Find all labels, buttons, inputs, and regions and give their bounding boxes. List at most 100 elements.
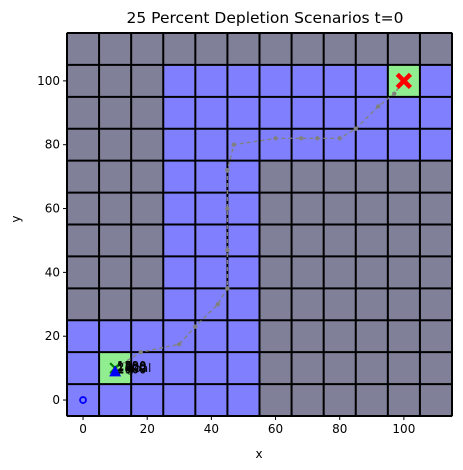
grid-cell <box>131 96 164 129</box>
grid-cell <box>419 96 452 129</box>
grid-cell <box>323 64 356 97</box>
grid-cell <box>323 320 356 353</box>
x-tick-label: 0 <box>79 422 87 436</box>
grid-cell <box>355 224 388 257</box>
grid-cell <box>419 224 452 257</box>
grid-cell <box>419 352 452 385</box>
grid-cell <box>355 128 388 161</box>
x-tick-label: 20 <box>140 422 155 436</box>
path-point <box>376 104 381 109</box>
route-path <box>112 78 407 371</box>
grid-cell <box>419 288 452 321</box>
grid-cell <box>67 192 100 225</box>
chart-title: 25 Percent Depletion Scenarios t=0 <box>127 9 404 27</box>
grid-cell <box>163 224 196 257</box>
grid-cell <box>387 320 420 353</box>
grid-cell <box>99 224 132 257</box>
path-point <box>138 349 143 355</box>
grid-cell <box>99 33 132 65</box>
grid-cell <box>99 128 132 161</box>
grid-cell <box>291 192 324 225</box>
path-point <box>273 136 278 141</box>
grid-cell <box>67 288 100 321</box>
grid-cell <box>163 256 196 289</box>
grid-cell <box>67 384 100 416</box>
grid-cell <box>163 384 196 416</box>
grid-cell <box>323 352 356 385</box>
grid-cell <box>131 288 164 321</box>
grid-cell <box>163 352 196 385</box>
grid-cell <box>99 64 132 97</box>
grid-cell <box>259 64 292 97</box>
grid-cell <box>291 96 324 129</box>
grid-cell <box>259 160 292 193</box>
path-point <box>315 136 320 141</box>
grid-cell <box>419 192 452 225</box>
grid-cell <box>163 128 196 161</box>
grid-cell <box>227 352 260 385</box>
grid-cell <box>323 160 356 193</box>
grid-cell <box>355 384 388 416</box>
grid-cell <box>323 224 356 257</box>
start-marker <box>79 396 87 404</box>
grid-cell <box>259 128 292 161</box>
path-point <box>225 168 230 173</box>
grid-cell <box>291 33 324 65</box>
plot-frame <box>66 32 453 417</box>
grid-cell <box>323 33 356 65</box>
grid-cell <box>131 128 164 161</box>
grid-cell <box>163 288 196 321</box>
agent-marker <box>109 365 122 377</box>
grid-cell <box>355 320 388 353</box>
grid-cell <box>419 33 452 65</box>
grid-cell <box>195 384 228 416</box>
path-point <box>353 126 358 131</box>
grid-cell <box>67 128 100 161</box>
grid-cell <box>355 256 388 289</box>
grid-cell <box>227 192 260 225</box>
grid-cell <box>131 320 164 353</box>
grid-cell <box>67 224 100 257</box>
grid-cell <box>291 224 324 257</box>
grid-cell <box>99 320 132 353</box>
markers <box>79 72 413 404</box>
grid-cell <box>387 288 420 321</box>
grid-cell <box>387 384 420 416</box>
x-axis-label: x <box>255 447 262 461</box>
y-tick-label: 60 <box>45 202 60 216</box>
grid-cell <box>131 33 164 65</box>
grid-cell <box>195 192 228 225</box>
grid-cell <box>387 256 420 289</box>
grid-cell <box>291 352 324 385</box>
path-point <box>193 324 198 329</box>
grid-cell <box>163 96 196 129</box>
grid-cell <box>419 256 452 289</box>
grid-cell <box>195 96 228 129</box>
grid-cell <box>67 64 100 97</box>
path-point <box>177 341 182 347</box>
grid-cell <box>323 288 356 321</box>
x-tick-label: 40 <box>204 422 219 436</box>
annotation-label: 1500 <box>117 359 146 373</box>
y-axis-ticks: 0 20 40 60 80 100 <box>37 74 67 407</box>
grid-cell <box>259 320 292 353</box>
grid-cell <box>291 64 324 97</box>
grid-cell <box>195 128 228 161</box>
goal-marker <box>395 72 413 90</box>
grid-cell <box>99 192 132 225</box>
path-point <box>299 136 304 141</box>
grid-cell <box>259 352 292 385</box>
x-tick-label: 80 <box>332 422 347 436</box>
grid-cell <box>419 64 452 97</box>
path-point <box>231 142 237 147</box>
grid-cell <box>387 192 420 225</box>
path-point <box>225 286 230 291</box>
y-tick-label: 80 <box>45 138 60 152</box>
grid-cell <box>195 288 228 321</box>
annotation-label: goal <box>127 361 152 375</box>
path-point <box>337 136 342 141</box>
grid-cell <box>323 384 356 416</box>
y-tick-label: 20 <box>45 329 60 343</box>
grid-cell <box>387 33 420 65</box>
